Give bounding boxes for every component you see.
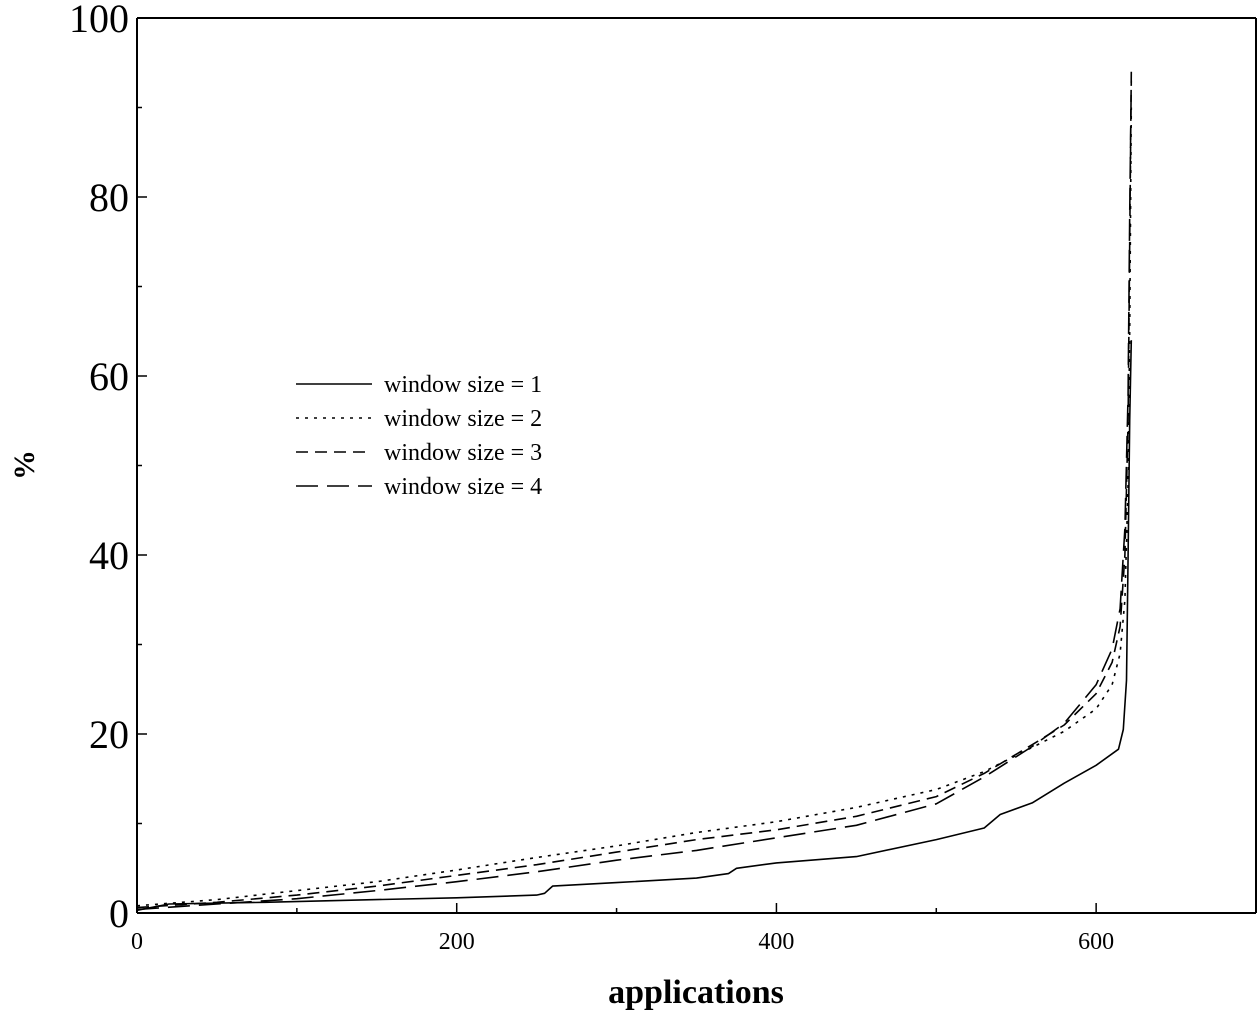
y-axis-label: % [8, 450, 41, 480]
series-line-window-size-3 [136, 71, 1133, 909]
legend: window size = 1 window size = 2 window s… [296, 372, 542, 500]
legend-label-window-size-4: window size = 4 [384, 474, 542, 500]
y-tick-label: 40 [89, 533, 129, 578]
y-tick-label: 20 [89, 712, 129, 757]
x-tick-label: 200 [439, 929, 475, 955]
x-tick-label: 400 [758, 929, 794, 955]
y-tick-label: 80 [89, 175, 129, 220]
legend-label-window-size-3: window size = 3 [384, 440, 542, 466]
legend-label-window-size-2: window size = 2 [384, 406, 542, 432]
series-line-window-size-2 [136, 107, 1133, 907]
series-line-window-size-4 [136, 80, 1133, 911]
x-tick-label: 0 [131, 929, 143, 955]
legend-label-window-size-1: window size = 1 [384, 372, 542, 398]
y-tick-label: 60 [89, 354, 129, 399]
ticks-layer: 0 20 40 60 80 100 0 200 400 600 [69, 0, 1257, 955]
y-tick-label: 100 [69, 0, 129, 41]
series-line-window-size-1 [136, 340, 1133, 912]
plot-frame [136, 17, 1257, 914]
x-tick-label: 600 [1078, 929, 1114, 955]
series-layer [136, 71, 1133, 912]
x-axis-label: applications [608, 974, 784, 1011]
y-tick-label: 0 [109, 891, 129, 936]
